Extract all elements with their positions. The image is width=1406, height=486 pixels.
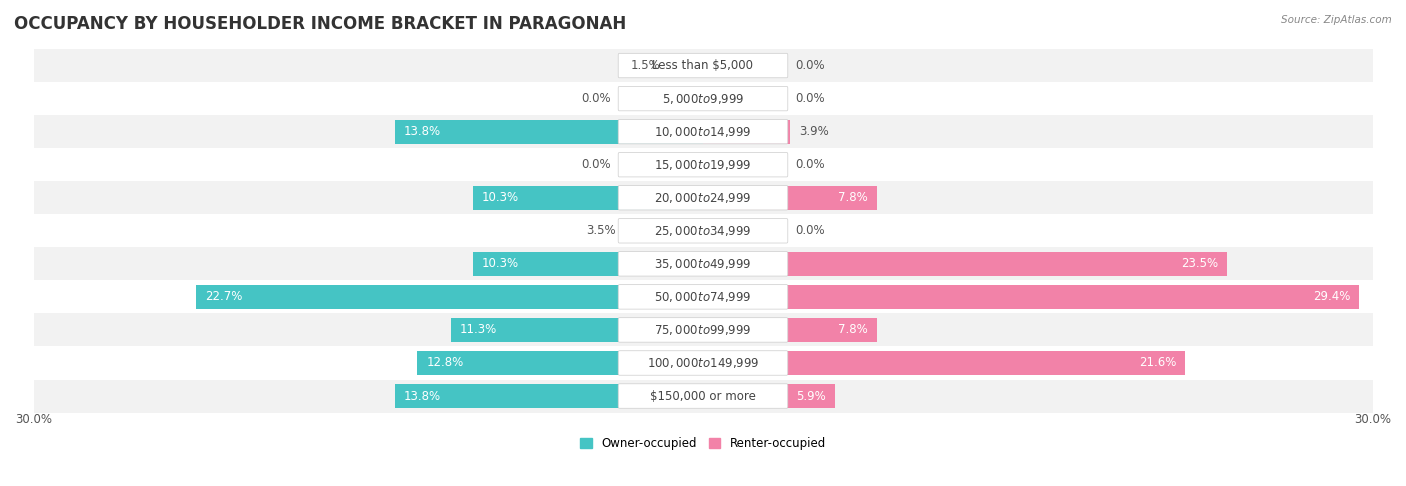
- Legend: Owner-occupied, Renter-occupied: Owner-occupied, Renter-occupied: [579, 437, 827, 450]
- Bar: [703, 252, 1227, 276]
- Bar: [34, 49, 1372, 82]
- Text: 0.0%: 0.0%: [796, 92, 825, 105]
- Bar: [703, 318, 877, 342]
- FancyBboxPatch shape: [619, 318, 787, 342]
- Bar: [34, 115, 1372, 148]
- Text: 23.5%: 23.5%: [1181, 257, 1219, 270]
- Bar: [703, 285, 1360, 309]
- FancyBboxPatch shape: [619, 87, 787, 111]
- FancyBboxPatch shape: [619, 351, 787, 375]
- Bar: [34, 181, 1372, 214]
- Text: 7.8%: 7.8%: [838, 191, 868, 204]
- FancyBboxPatch shape: [619, 53, 787, 78]
- Bar: [703, 186, 877, 209]
- Bar: [451, 318, 703, 342]
- Bar: [34, 247, 1372, 280]
- FancyBboxPatch shape: [619, 285, 787, 309]
- FancyBboxPatch shape: [619, 252, 787, 276]
- FancyBboxPatch shape: [619, 219, 787, 243]
- Bar: [34, 280, 1372, 313]
- Text: 11.3%: 11.3%: [460, 324, 496, 336]
- Text: 12.8%: 12.8%: [426, 357, 464, 369]
- Text: 10.3%: 10.3%: [482, 191, 519, 204]
- Text: 13.8%: 13.8%: [404, 390, 441, 402]
- Bar: [34, 380, 1372, 413]
- FancyBboxPatch shape: [619, 384, 787, 408]
- Bar: [624, 219, 703, 243]
- Text: 21.6%: 21.6%: [1139, 357, 1175, 369]
- Text: OCCUPANCY BY HOUSEHOLDER INCOME BRACKET IN PARAGONAH: OCCUPANCY BY HOUSEHOLDER INCOME BRACKET …: [14, 15, 626, 33]
- Text: Less than $5,000: Less than $5,000: [652, 59, 754, 72]
- Text: 1.5%: 1.5%: [631, 59, 661, 72]
- Text: 0.0%: 0.0%: [581, 158, 610, 171]
- Text: $100,000 to $149,999: $100,000 to $149,999: [647, 356, 759, 370]
- Text: 0.0%: 0.0%: [796, 158, 825, 171]
- Text: 29.4%: 29.4%: [1313, 291, 1350, 303]
- Bar: [703, 120, 790, 143]
- Text: 5.9%: 5.9%: [796, 390, 825, 402]
- Text: 0.0%: 0.0%: [796, 59, 825, 72]
- FancyBboxPatch shape: [619, 153, 787, 177]
- Bar: [474, 186, 703, 209]
- Bar: [703, 351, 1185, 375]
- Text: $10,000 to $14,999: $10,000 to $14,999: [654, 124, 752, 139]
- Bar: [418, 351, 703, 375]
- Bar: [34, 214, 1372, 247]
- Text: 13.8%: 13.8%: [404, 125, 441, 138]
- Text: $50,000 to $74,999: $50,000 to $74,999: [654, 290, 752, 304]
- Bar: [395, 384, 703, 408]
- Text: $20,000 to $24,999: $20,000 to $24,999: [654, 191, 752, 205]
- FancyBboxPatch shape: [619, 120, 787, 144]
- Text: 30.0%: 30.0%: [1354, 413, 1391, 426]
- Text: 3.5%: 3.5%: [586, 224, 616, 237]
- Bar: [395, 120, 703, 143]
- Bar: [669, 53, 703, 77]
- Text: 7.8%: 7.8%: [838, 324, 868, 336]
- Bar: [703, 384, 835, 408]
- Text: 10.3%: 10.3%: [482, 257, 519, 270]
- Text: 0.0%: 0.0%: [581, 92, 610, 105]
- Text: 30.0%: 30.0%: [15, 413, 52, 426]
- Text: 3.9%: 3.9%: [799, 125, 828, 138]
- Bar: [34, 148, 1372, 181]
- FancyBboxPatch shape: [619, 186, 787, 210]
- Text: $75,000 to $99,999: $75,000 to $99,999: [654, 323, 752, 337]
- Text: $150,000 or more: $150,000 or more: [650, 390, 756, 402]
- Text: $15,000 to $19,999: $15,000 to $19,999: [654, 157, 752, 172]
- Text: $5,000 to $9,999: $5,000 to $9,999: [662, 91, 744, 105]
- Bar: [34, 82, 1372, 115]
- Bar: [474, 252, 703, 276]
- Text: 0.0%: 0.0%: [796, 224, 825, 237]
- Bar: [34, 313, 1372, 347]
- Text: 22.7%: 22.7%: [205, 291, 243, 303]
- Text: $25,000 to $34,999: $25,000 to $34,999: [654, 224, 752, 238]
- Text: Source: ZipAtlas.com: Source: ZipAtlas.com: [1281, 15, 1392, 25]
- Text: $35,000 to $49,999: $35,000 to $49,999: [654, 257, 752, 271]
- Bar: [197, 285, 703, 309]
- Bar: [34, 347, 1372, 380]
